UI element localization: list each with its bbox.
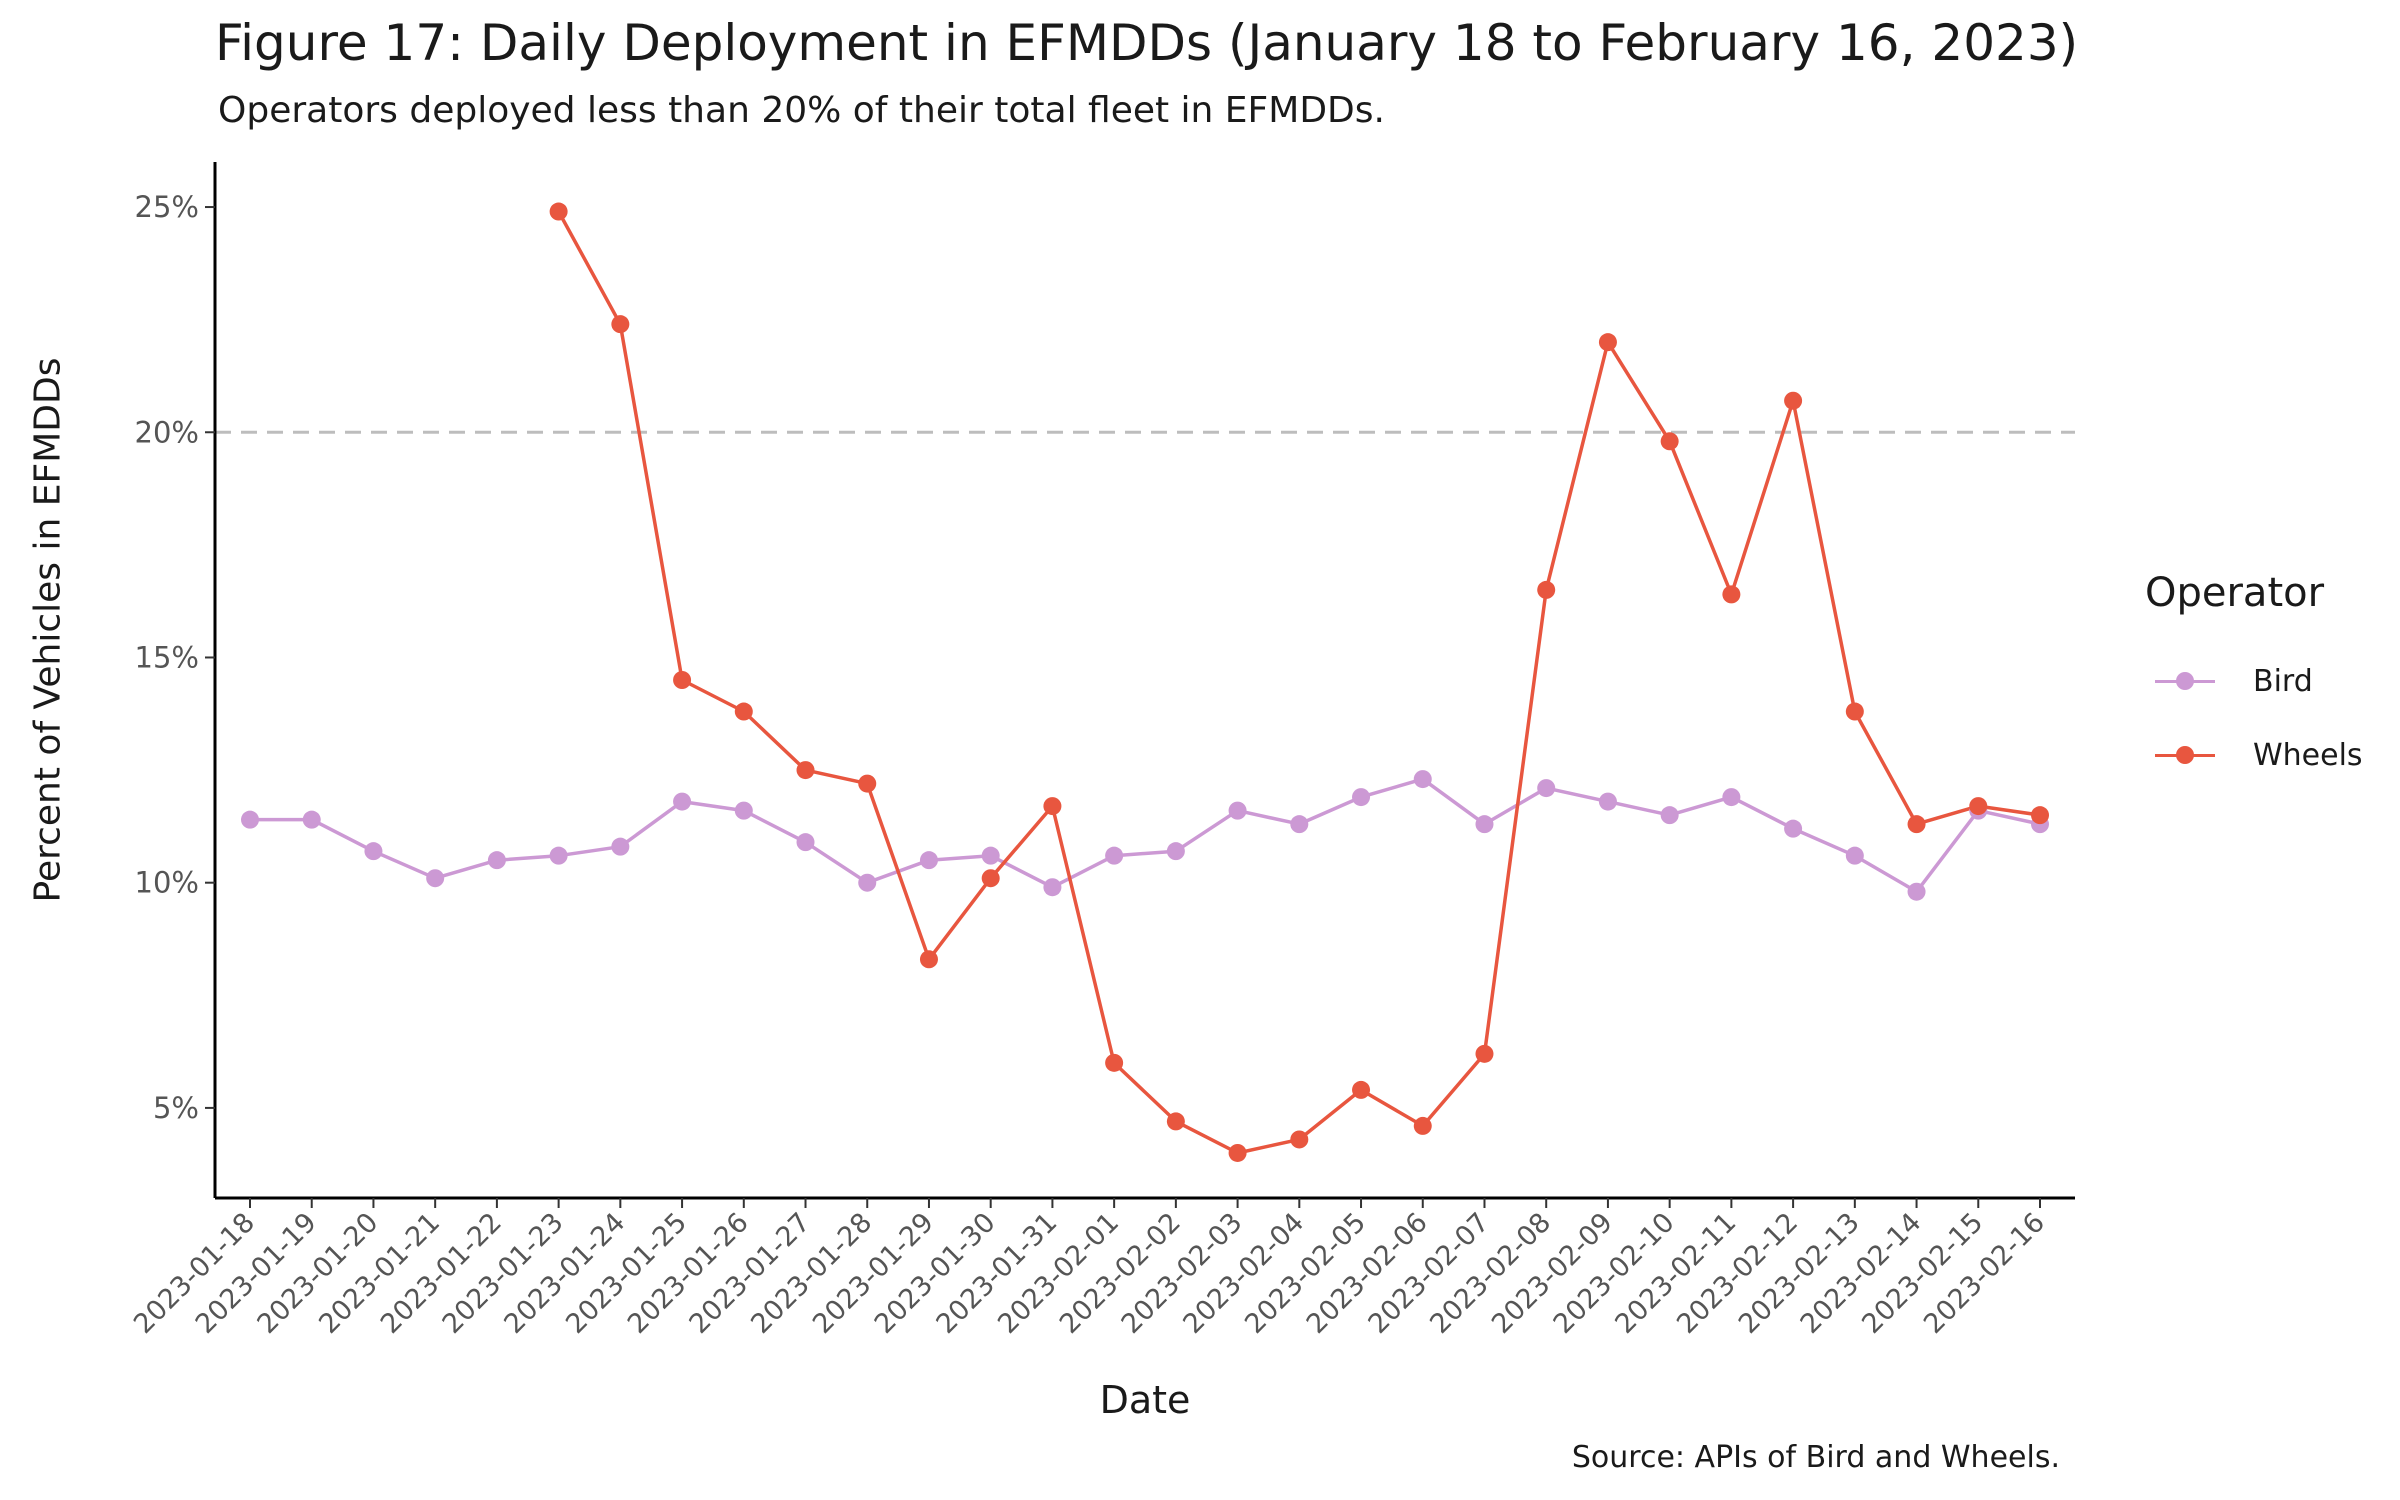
chart-title: Figure 17: Daily Deployment in EFMDDs (J… [215, 14, 2079, 72]
data-point-wheels [734, 702, 753, 721]
data-point-bird [1598, 792, 1617, 811]
chart-subtitle: Operators deployed less than 20% of thei… [218, 90, 1385, 131]
data-point-bird [1722, 788, 1741, 807]
data-point-wheels [796, 761, 815, 780]
data-point-wheels [981, 869, 1000, 888]
data-point-wheels [858, 774, 877, 793]
data-point-wheels [919, 950, 938, 969]
data-point-bird [1228, 801, 1247, 820]
data-point-wheels [1598, 333, 1617, 352]
series-points-layer [241, 202, 2049, 1162]
legend-key-bird [2145, 661, 2225, 701]
data-point-bird [858, 873, 877, 892]
data-point-wheels [1105, 1053, 1124, 1072]
data-point-bird [1845, 846, 1864, 865]
data-point-wheels [1784, 391, 1803, 410]
source-caption: Source: APIs of Bird and Wheels. [1571, 1440, 2060, 1475]
y-tick-label: 15% [135, 640, 199, 674]
y-tick-label: 5% [153, 1091, 199, 1125]
legend-title: Operator [2145, 570, 2325, 616]
legend-label-bird: Bird [2253, 663, 2313, 699]
data-point-wheels [1475, 1044, 1494, 1063]
legend: Operator Bird Wheels [2145, 570, 2363, 792]
data-point-wheels [1352, 1080, 1371, 1099]
data-point-bird [796, 833, 815, 852]
data-point-wheels [1537, 580, 1556, 599]
data-point-wheels [1969, 797, 1988, 816]
legend-label-wheels: Wheels [2253, 737, 2363, 773]
data-point-wheels [1722, 585, 1741, 604]
data-point-bird [673, 792, 692, 811]
data-point-bird [364, 842, 383, 861]
data-point-wheels [611, 315, 630, 334]
data-point-wheels [549, 202, 568, 221]
data-point-bird [302, 810, 321, 829]
y-tick-label: 20% [135, 415, 199, 449]
data-point-wheels [1845, 702, 1864, 721]
data-point-bird [1043, 878, 1062, 897]
data-point-bird [1537, 779, 1556, 798]
data-point-bird [919, 851, 938, 870]
legend-item-bird: Bird [2145, 644, 2363, 718]
series-lines-layer [250, 210, 2041, 1155]
data-point-bird [426, 869, 445, 888]
data-point-bird [1660, 806, 1679, 825]
x-axis-label: Date [1099, 1378, 1191, 1422]
data-point-wheels [1166, 1112, 1185, 1131]
data-point-wheels [1660, 432, 1679, 451]
data-point-bird [611, 837, 630, 856]
data-point-bird [1290, 815, 1309, 834]
data-point-bird [1784, 819, 1803, 838]
data-point-wheels [1413, 1116, 1432, 1135]
data-point-bird [734, 801, 753, 820]
y-tick-label: 25% [135, 190, 199, 224]
data-point-bird [1907, 882, 1926, 901]
y-tick-label: 10% [135, 866, 199, 900]
data-point-bird [241, 810, 259, 829]
data-point-wheels [1043, 797, 1062, 816]
data-point-wheels [1228, 1143, 1247, 1162]
legend-key-wheels [2145, 735, 2225, 775]
data-point-wheels [1290, 1130, 1309, 1149]
data-point-wheels [2031, 806, 2049, 825]
data-point-bird [1105, 846, 1124, 865]
data-point-bird [1352, 788, 1371, 807]
data-point-bird [1166, 842, 1185, 861]
legend-item-wheels: Wheels [2145, 718, 2363, 792]
data-point-wheels [673, 671, 692, 689]
data-point-bird [549, 846, 568, 865]
data-point-bird [1413, 770, 1432, 789]
series-line-wheels [557, 210, 2041, 1155]
data-point-bird [487, 851, 506, 870]
series-line-bird [250, 777, 2041, 894]
axes-layer: 5%10%15%20%25%2023-01-182023-01-192023-0… [128, 162, 2075, 1340]
data-point-bird [981, 846, 1000, 865]
data-point-wheels [1907, 815, 1926, 834]
data-point-bird [1475, 815, 1494, 834]
